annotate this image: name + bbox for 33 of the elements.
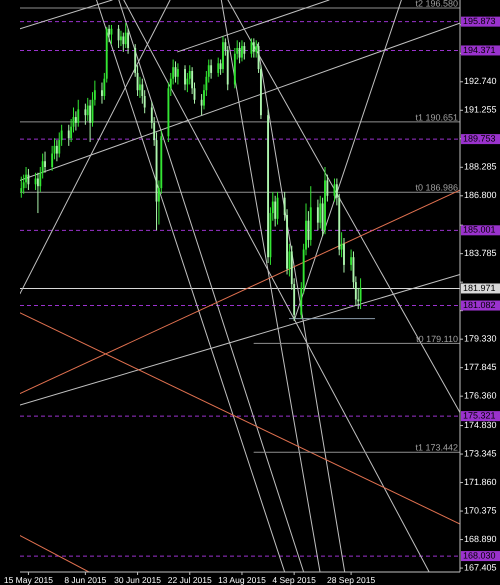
ref-line-label: 195.873 xyxy=(463,16,496,26)
y-tick-label: 191.255 xyxy=(464,104,497,115)
annotation: t1 173.442 xyxy=(415,442,458,453)
x-tick-label: 13 Aug 2015 xyxy=(218,575,266,585)
x-tick-label: 28 Sep 2015 xyxy=(326,575,376,585)
ref-line-label: 168.030 xyxy=(463,550,496,560)
ref-line-label: 181.971 xyxy=(463,282,496,293)
y-tick-label: 170.375 xyxy=(464,505,497,516)
annotation: t2 196.580 xyxy=(415,0,458,9)
ref-line-label: 194.371 xyxy=(463,44,496,55)
ref-line-label: 181.082 xyxy=(463,300,496,310)
annotation: t1 190.651 xyxy=(415,112,458,122)
y-tick-label: 179.330 xyxy=(464,334,497,344)
y-tick-label: 183.785 xyxy=(464,248,497,258)
x-tick-label: 22 Jul 2015 xyxy=(168,575,212,585)
x-tick-label: 8 Jun 2015 xyxy=(64,575,107,585)
ref-line-label: 175.321 xyxy=(463,410,496,420)
y-tick-label: 173.345 xyxy=(464,448,497,458)
annotation: t0 186.986 xyxy=(415,182,458,193)
y-tick-label: 171.860 xyxy=(464,476,497,487)
x-tick-label: 15 May 2015 xyxy=(4,575,54,585)
y-tick-label: 186.800 xyxy=(464,190,497,200)
ref-line-label: 185.001 xyxy=(463,224,496,235)
y-tick-label: 167.405 xyxy=(464,562,497,572)
y-tick-label: 176.360 xyxy=(464,390,497,401)
y-tick-label: 188.285 xyxy=(464,162,497,172)
ref-line-label: 189.753 xyxy=(463,133,496,144)
x-tick-label: 4 Sep 2015 xyxy=(272,575,316,585)
y-tick-label: 168.890 xyxy=(464,534,497,544)
x-tick-label: 30 Jun 2015 xyxy=(114,575,162,585)
y-tick-label: 192.740 xyxy=(464,76,497,86)
y-tick-label: 177.845 xyxy=(464,362,497,372)
y-tick-label: 174.830 xyxy=(464,420,497,430)
